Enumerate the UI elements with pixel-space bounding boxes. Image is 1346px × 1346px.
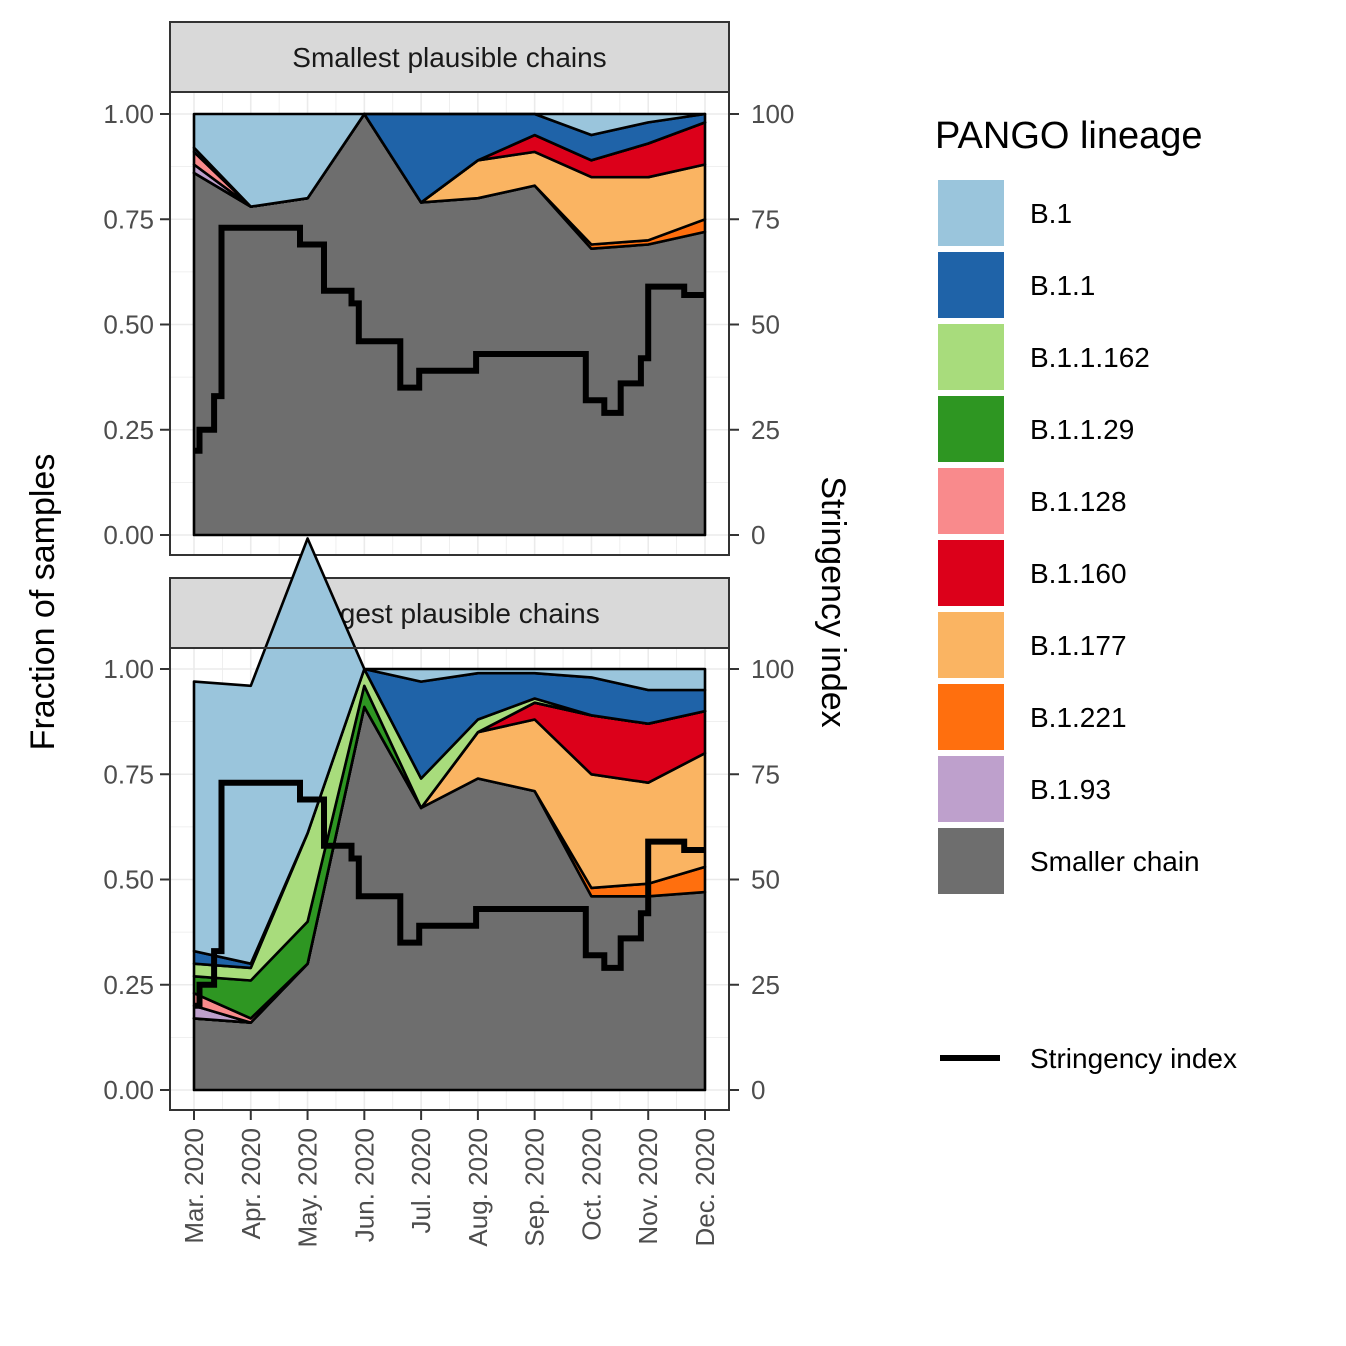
legend-label: B.1.160 xyxy=(1030,558,1127,589)
legend-label: B.1.128 xyxy=(1030,486,1127,517)
legend-item-smaller-chain: Smaller chain xyxy=(938,828,1200,894)
legend-swatch xyxy=(938,612,1004,678)
y-axis-right: 0 25 50 75 100 xyxy=(729,654,794,1105)
x-axis: Mar. 2020 Apr. 2020 May. 2020 Jun. 2020 Jul.… xyxy=(179,1110,720,1247)
x-tick-label: Mar. 2020 xyxy=(179,1128,209,1244)
x-tick-label: Dec. 2020 xyxy=(690,1128,720,1247)
y-tick-label: 0.00 xyxy=(103,520,154,550)
y2-axis-title: Stringency index xyxy=(814,476,852,727)
legend-item-stringency-index: Stringency index xyxy=(940,1043,1237,1074)
legend-swatch xyxy=(938,252,1004,318)
legend-swatch xyxy=(938,468,1004,534)
legend-item-b-1-128: B.1.128 xyxy=(938,468,1127,534)
legend-swatch xyxy=(938,180,1004,246)
y-axis-left: 0.00 0.25 0.50 0.75 1.00 xyxy=(103,654,170,1105)
legend-item-b-1-1-162: B.1.1.162 xyxy=(938,324,1150,390)
y2-tick-label: 100 xyxy=(751,99,794,129)
x-tick-label: Oct. 2020 xyxy=(576,1128,606,1241)
legend-item-b-1-160: B.1.160 xyxy=(938,540,1127,606)
legend-label: B.1.1 xyxy=(1030,270,1095,301)
y-tick-label: 0.50 xyxy=(103,865,154,895)
y2-tick-label: 50 xyxy=(751,310,780,340)
y2-tick-label: 0 xyxy=(751,520,765,550)
panel-strip xyxy=(169,577,730,649)
y-axis-right: 0 25 50 75 100 xyxy=(729,99,794,550)
x-tick-label: Sep. 2020 xyxy=(520,1128,550,1247)
legend-label: B.1.93 xyxy=(1030,774,1111,805)
legend-swatch xyxy=(938,540,1004,606)
x-tick-label: Jul. 2020 xyxy=(406,1128,436,1234)
y-tick-label: 0.25 xyxy=(103,415,154,445)
y2-tick-label: 75 xyxy=(751,204,780,234)
legend-swatch xyxy=(938,396,1004,462)
legend-label: B.1.1.162 xyxy=(1030,342,1150,373)
x-tick-label: Aug. 2020 xyxy=(463,1128,493,1247)
x-tick-label: Jun. 2020 xyxy=(349,1128,379,1242)
legend-label: B.1.177 xyxy=(1030,630,1127,661)
y-tick-label: 0.75 xyxy=(103,759,154,789)
panel-largest-plausible-chains: Largest plausible chains 0.00 0.25 0.50 0.75… xyxy=(103,537,794,1111)
legend-label: Smaller chain xyxy=(1030,846,1200,877)
y-axis-title: Fraction of samples xyxy=(24,454,62,751)
legend-item-b-1-1: B.1.1 xyxy=(938,252,1095,318)
stringency-line xyxy=(194,779,705,1009)
y-tick-label: 1.00 xyxy=(103,99,154,129)
y-tick-label: 0.00 xyxy=(103,1075,154,1105)
legend-swatch xyxy=(938,684,1004,750)
stacked-areas xyxy=(192,537,707,1092)
panels: Smallest plausible chains 0.00 0.25 0.50 0.7… xyxy=(103,21,794,1111)
y-axis-left: 0.00 0.25 0.50 0.75 1.00 xyxy=(103,99,170,550)
area-b-1 xyxy=(192,537,707,966)
legend-item-b-1-221: B.1.221 xyxy=(938,684,1127,750)
stacked-areas xyxy=(192,112,707,537)
legend-label: Stringency index xyxy=(1030,1043,1237,1074)
y-tick-label: 0.50 xyxy=(103,310,154,340)
legend-item-b-1: B.1 xyxy=(938,180,1072,246)
stringency-line xyxy=(194,224,705,454)
panel-smallest-plausible-chains: Smallest plausible chains 0.00 0.25 0.50 0.7… xyxy=(103,21,794,556)
panel-title: Largest plausible chains xyxy=(299,598,599,629)
legend-title: PANGO lineage xyxy=(935,115,1203,157)
legend-swatch xyxy=(938,828,1004,894)
x-tick-label: Apr. 2020 xyxy=(236,1128,266,1239)
legend-item-b-1-93: B.1.93 xyxy=(938,756,1111,822)
y-tick-label: 0.25 xyxy=(103,970,154,1000)
legend-label: B.1.221 xyxy=(1030,702,1127,733)
area-b-1 xyxy=(192,112,707,208)
y-tick-label: 0.75 xyxy=(103,204,154,234)
legend-item-b-1-1-29: B.1.1.29 xyxy=(938,396,1134,462)
x-tick-label: Nov. 2020 xyxy=(633,1128,663,1245)
legend-item-b-1-177: B.1.177 xyxy=(938,612,1127,678)
y2-tick-label: 100 xyxy=(751,654,794,684)
legend-label: B.1 xyxy=(1030,198,1072,229)
x-tick-label: May. 2020 xyxy=(293,1128,323,1247)
y2-tick-label: 25 xyxy=(751,415,780,445)
y2-tick-label: 25 xyxy=(751,970,780,1000)
panel-title: Smallest plausible chains xyxy=(292,42,606,73)
y2-tick-label: 50 xyxy=(751,865,780,895)
y2-tick-label: 75 xyxy=(751,759,780,789)
legend-swatch xyxy=(938,756,1004,822)
legend-swatch xyxy=(938,324,1004,390)
panel-strip xyxy=(169,21,730,93)
legend-label: B.1.1.29 xyxy=(1030,414,1134,445)
y-tick-label: 1.00 xyxy=(103,654,154,684)
y2-tick-label: 0 xyxy=(751,1075,765,1105)
legend: PANGO lineage B.1 B.1.1 B.1.1.162 B.1.1.29 B… xyxy=(935,115,1237,1074)
